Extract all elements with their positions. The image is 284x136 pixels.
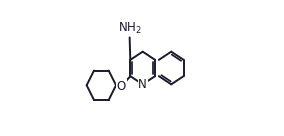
Text: N: N <box>138 78 147 91</box>
Text: NH$_2$: NH$_2$ <box>118 21 142 36</box>
Text: O: O <box>117 80 126 93</box>
